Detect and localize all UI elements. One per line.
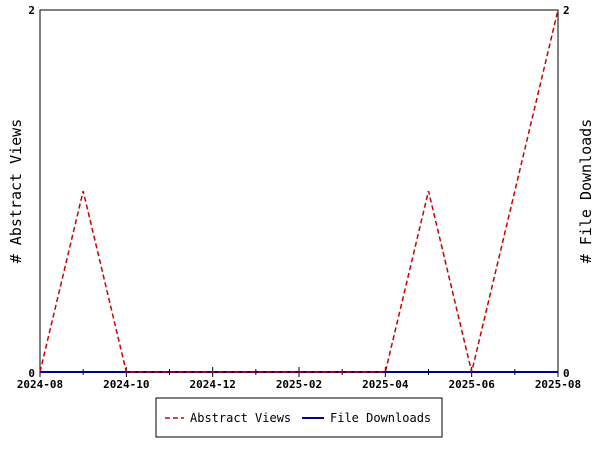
x-tick-label: 2025-08 [535,378,581,391]
x-tick-label: 2024-10 [103,378,149,391]
y-right-tick-label-2: 2 [563,4,570,17]
series-layer [39,9,559,373]
series-line-abstract-views [39,9,559,373]
y-axis-left-title: # Abstract Views [7,119,25,264]
legend-label-file-downloads: File Downloads [330,411,431,425]
x-tick-label: 2024-12 [189,378,235,391]
x-tick-label: 2024-08 [17,378,63,391]
y-left-tick-label-2: 2 [28,4,35,17]
legend-label-abstract-views: Abstract Views [190,411,291,425]
y-axis-right-title: # File Downloads [577,119,595,264]
x-tick-label: 2025-06 [448,378,495,391]
x-tick-label: 2025-04 [362,378,409,391]
x-tick-labels: 2024-08 2024-10 2024-12 2025-02 2025-04 2025-… [17,378,581,391]
legend: Abstract Views File Downloads [155,397,443,438]
legend-box [155,397,443,438]
x-tick-label: 2025-02 [276,378,322,391]
y-right-tick-label-0: 0 [563,367,570,380]
y-left-tick-label-0: 0 [28,367,35,380]
